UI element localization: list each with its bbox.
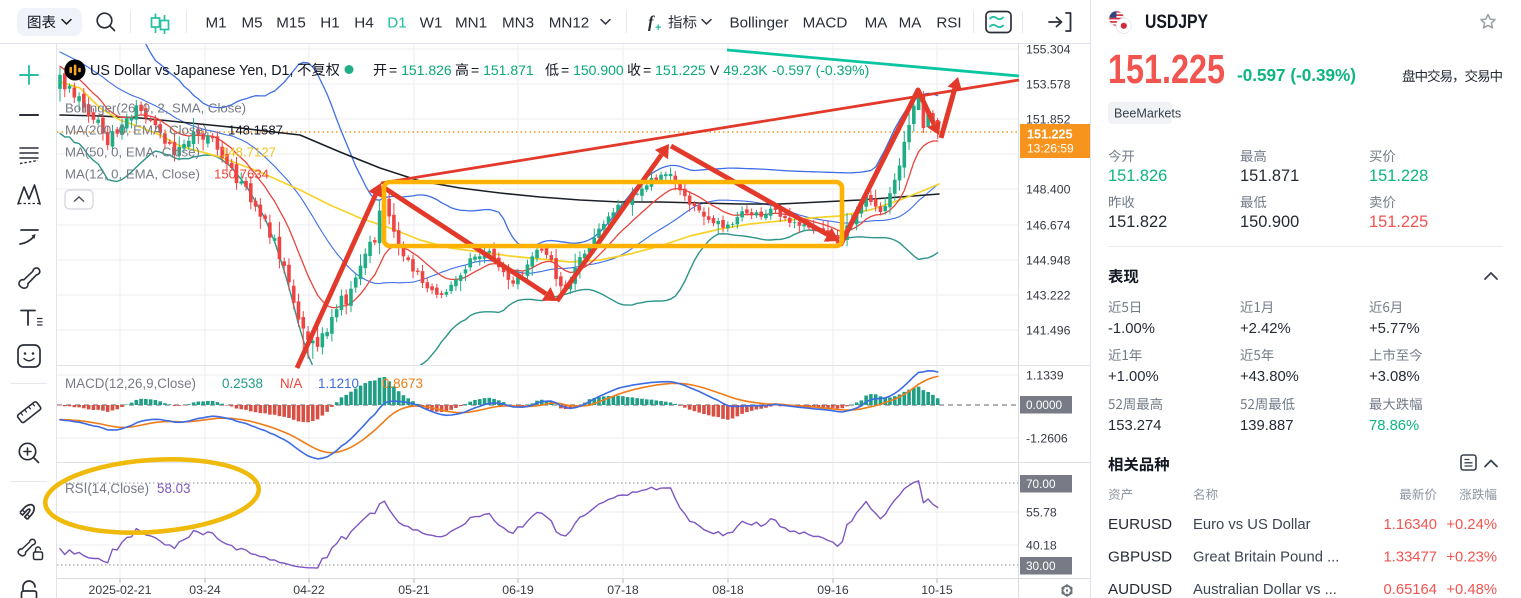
svg-text:RSI: RSI bbox=[936, 15, 961, 32]
svg-text:RSI(14,Close): RSI(14,Close) bbox=[65, 481, 149, 496]
svg-text:H4: H4 bbox=[354, 15, 373, 32]
svg-text:Great Britain Pound ...: Great Britain Pound ... bbox=[1193, 550, 1339, 566]
svg-text:150.7634: 150.7634 bbox=[214, 167, 269, 182]
svg-text:07-18: 07-18 bbox=[607, 583, 639, 597]
svg-text:Bollinger(26, 0, 2, SMA, Close: Bollinger(26, 0, 2, SMA, Close) bbox=[65, 101, 246, 116]
svg-text:0.8673: 0.8673 bbox=[382, 376, 423, 391]
svg-text:+0.23%: +0.23% bbox=[1446, 550, 1497, 566]
svg-text:MN1: MN1 bbox=[455, 15, 487, 32]
svg-text:70.00: 70.00 bbox=[1026, 477, 1056, 491]
svg-text:MA: MA bbox=[899, 15, 923, 32]
svg-text:MN3: MN3 bbox=[502, 15, 534, 32]
svg-text:148.7127: 148.7127 bbox=[221, 145, 276, 160]
svg-text:N/A: N/A bbox=[280, 376, 302, 391]
svg-text:f: f bbox=[648, 13, 655, 32]
svg-text:W1: W1 bbox=[420, 15, 443, 32]
svg-text:M5: M5 bbox=[241, 15, 262, 32]
svg-text:BeeMarkets: BeeMarkets bbox=[1114, 107, 1181, 121]
svg-text:151.228: 151.228 bbox=[1369, 167, 1428, 185]
svg-text:05-21: 05-21 bbox=[398, 583, 430, 597]
svg-text:153.274: 153.274 bbox=[1108, 418, 1162, 434]
svg-text:58.03: 58.03 bbox=[157, 481, 191, 496]
svg-text:-0.597 (-0.39%): -0.597 (-0.39%) bbox=[772, 62, 869, 78]
svg-text:MACD: MACD bbox=[803, 15, 848, 32]
svg-text:06-19: 06-19 bbox=[502, 583, 534, 597]
svg-text:150.900: 150.900 bbox=[1240, 213, 1299, 231]
svg-text:55.78: 55.78 bbox=[1026, 505, 1057, 519]
svg-text:0.0000: 0.0000 bbox=[1026, 398, 1063, 412]
svg-text:40.18: 40.18 bbox=[1026, 538, 1057, 552]
svg-text:H1: H1 bbox=[320, 15, 339, 32]
svg-text:151.822: 151.822 bbox=[1108, 213, 1167, 231]
svg-text:US Dollar vs Japanese Yen, D1,: US Dollar vs Japanese Yen, D1, bbox=[90, 63, 293, 79]
svg-text:0.65164: 0.65164 bbox=[1384, 582, 1438, 598]
svg-text:151.871: 151.871 bbox=[1240, 167, 1299, 185]
svg-text:= 150.900: = 150.900 bbox=[561, 62, 624, 78]
svg-text:= 151.225: = 151.225 bbox=[643, 62, 706, 78]
svg-text:148.400: 148.400 bbox=[1026, 182, 1071, 196]
svg-text:-1.00%: -1.00% bbox=[1108, 321, 1155, 337]
svg-text:M15: M15 bbox=[276, 15, 306, 32]
svg-text:151.826: 151.826 bbox=[1108, 167, 1167, 185]
svg-text:78.86%: 78.86% bbox=[1369, 418, 1419, 434]
svg-text:2025-02-21: 2025-02-21 bbox=[89, 583, 152, 597]
svg-text:+2.42%: +2.42% bbox=[1240, 321, 1291, 337]
svg-text:139.887: 139.887 bbox=[1240, 418, 1294, 434]
svg-text:13:26:59: 13:26:59 bbox=[1027, 142, 1074, 156]
svg-text:= 151.871: = 151.871 bbox=[471, 62, 534, 78]
svg-text:-1.2606: -1.2606 bbox=[1026, 431, 1068, 445]
svg-text:+: + bbox=[655, 22, 661, 34]
svg-text:1.1210: 1.1210 bbox=[318, 376, 359, 391]
svg-text:30.00: 30.00 bbox=[1026, 559, 1056, 573]
svg-text:1.16340: 1.16340 bbox=[1384, 517, 1438, 533]
svg-text:MA(12, 0, EMA, Close): MA(12, 0, EMA, Close) bbox=[65, 167, 200, 182]
svg-text:V 49.23K: V 49.23K bbox=[710, 62, 768, 78]
svg-text:0.2538: 0.2538 bbox=[222, 376, 263, 391]
svg-text:10-15: 10-15 bbox=[921, 583, 953, 597]
svg-text:AUDUSD: AUDUSD bbox=[1108, 581, 1172, 598]
svg-text:+3.08%: +3.08% bbox=[1369, 369, 1420, 385]
svg-text:09-16: 09-16 bbox=[817, 583, 849, 597]
svg-text:GBPUSD: GBPUSD bbox=[1108, 549, 1172, 566]
svg-text:MA: MA bbox=[865, 15, 889, 32]
svg-text:08-18: 08-18 bbox=[712, 583, 744, 597]
svg-text:03-24: 03-24 bbox=[189, 583, 221, 597]
svg-text:+0.48%: +0.48% bbox=[1446, 582, 1497, 598]
svg-text:1.1339: 1.1339 bbox=[1026, 368, 1064, 382]
svg-text:+1.00%: +1.00% bbox=[1108, 369, 1159, 385]
svg-text:EURUSD: EURUSD bbox=[1108, 516, 1172, 533]
svg-text:-0.597 (-0.39%): -0.597 (-0.39%) bbox=[1237, 65, 1356, 85]
svg-text:146.674: 146.674 bbox=[1026, 218, 1071, 232]
svg-text:144.948: 144.948 bbox=[1026, 253, 1071, 267]
svg-text:148.1587: 148.1587 bbox=[228, 123, 283, 138]
svg-text:= 151.826: = 151.826 bbox=[389, 62, 452, 78]
svg-text:MA(200, 0, EMA, Close): MA(200, 0, EMA, Close) bbox=[65, 123, 207, 138]
svg-text:151.225: 151.225 bbox=[1108, 46, 1225, 92]
svg-text:151.852: 151.852 bbox=[1026, 112, 1071, 126]
svg-text:MACD(12,26,9,Close): MACD(12,26,9,Close) bbox=[65, 376, 196, 391]
svg-text:Euro vs US Dollar: Euro vs US Dollar bbox=[1193, 517, 1311, 533]
svg-text:MN12: MN12 bbox=[549, 15, 590, 32]
svg-text:155.304: 155.304 bbox=[1026, 44, 1071, 56]
svg-text:Bollinger: Bollinger bbox=[729, 15, 788, 32]
svg-text:MA(50, 0, EMA, Close): MA(50, 0, EMA, Close) bbox=[65, 145, 200, 160]
svg-text:151.225: 151.225 bbox=[1369, 213, 1428, 231]
svg-text:USDJPY: USDJPY bbox=[1145, 11, 1208, 33]
svg-text:M1: M1 bbox=[205, 15, 226, 32]
svg-text:+5.77%: +5.77% bbox=[1369, 321, 1420, 337]
svg-text:+43.80%: +43.80% bbox=[1240, 369, 1299, 385]
svg-text:+0.24%: +0.24% bbox=[1446, 517, 1497, 533]
svg-text:04-22: 04-22 bbox=[293, 583, 325, 597]
svg-text:141.496: 141.496 bbox=[1026, 323, 1071, 337]
svg-text:D1: D1 bbox=[387, 15, 406, 32]
svg-text:151.225: 151.225 bbox=[1027, 128, 1073, 142]
svg-text:153.578: 153.578 bbox=[1026, 77, 1071, 91]
svg-text:143.222: 143.222 bbox=[1026, 288, 1071, 302]
svg-text:Australian Dollar vs ...: Australian Dollar vs ... bbox=[1193, 582, 1337, 598]
svg-text:1.33477: 1.33477 bbox=[1384, 550, 1438, 566]
